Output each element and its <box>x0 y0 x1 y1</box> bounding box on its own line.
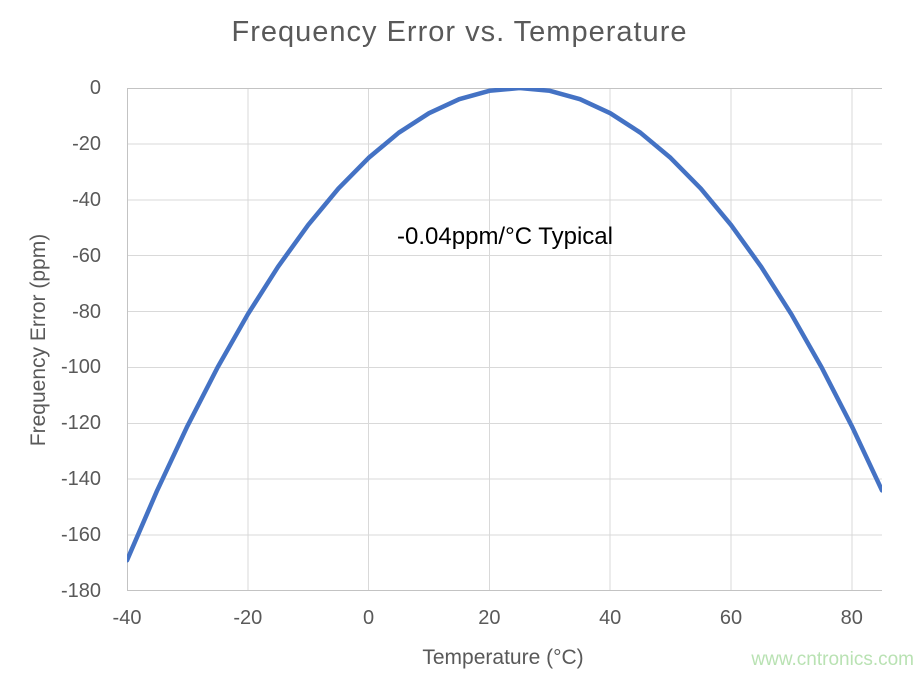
frequency-error-curve <box>127 88 882 563</box>
y-tick-label: -120 <box>60 412 101 435</box>
y-tick-label: -140 <box>60 468 101 491</box>
x-tick-label: 60 <box>719 607 743 629</box>
x-tick-label: 40 <box>599 607 622 629</box>
y-tick-label: -40 <box>72 188 101 211</box>
slope-annotation: -0.04ppm/°C Typical <box>397 223 613 250</box>
y-tick-label: -60 <box>72 244 101 267</box>
x-tick-label: -40 <box>112 607 142 629</box>
y-tick-label: -180 <box>60 580 101 602</box>
y-tick-label: -100 <box>60 356 101 379</box>
y-tick-label: -80 <box>72 300 101 323</box>
x-tick-label: 20 <box>478 607 501 629</box>
plot-area <box>127 88 882 591</box>
x-tick-label: 0 <box>363 607 375 629</box>
watermark: www.cntronics.com <box>751 649 914 670</box>
y-tick-label: -160 <box>60 524 101 547</box>
x-axis-title: Temperature (°C) <box>422 646 584 669</box>
y-tick-label: 0 <box>89 77 101 99</box>
chart-title: Frequency Error vs. Temperature <box>231 16 688 48</box>
x-tick-label: 80 <box>840 607 863 629</box>
x-tick-label: -20 <box>233 607 263 629</box>
y-tick-label: -20 <box>72 132 101 155</box>
